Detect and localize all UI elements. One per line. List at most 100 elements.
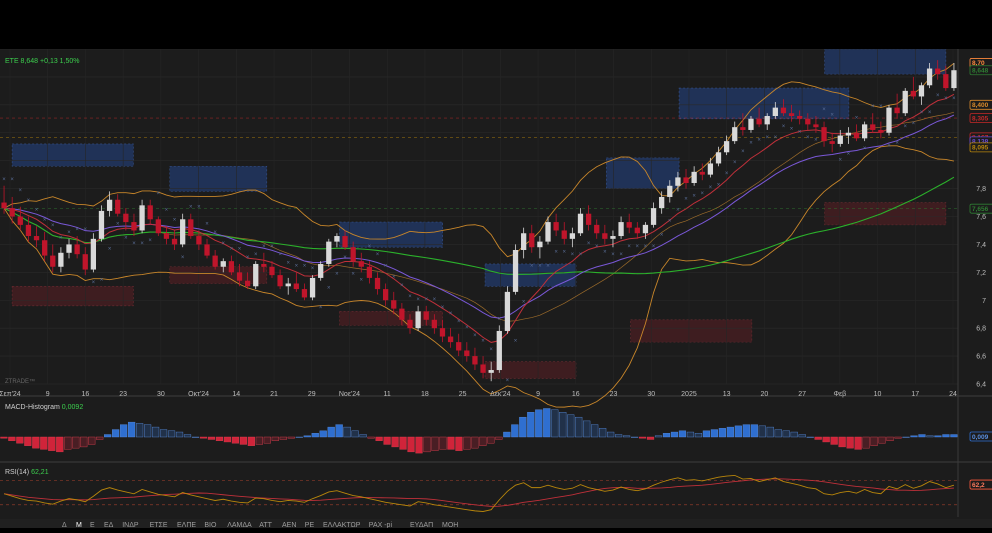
- price-tag-text: 8,305: [972, 115, 989, 122]
- candle-body: [286, 284, 291, 287]
- candle-body: [789, 113, 794, 116]
- candle-body: [213, 256, 218, 267]
- toolbar-item[interactable]: ΡΑΧ -pi: [369, 522, 393, 528]
- macd-bar: [783, 431, 790, 437]
- macd-bar: [759, 426, 766, 437]
- macd-bar: [464, 437, 471, 449]
- candle-body: [846, 133, 851, 136]
- macd-tag-text: 0,009: [972, 434, 989, 441]
- candle-body: [805, 119, 810, 125]
- macd-bar: [304, 436, 311, 437]
- macd-bar: [639, 437, 646, 438]
- macd-bar: [184, 435, 191, 437]
- candle: [180, 214, 185, 248]
- chart-window[interactable]: ××××××××××××××××××××××××××××××××××××××××…: [0, 49, 992, 528]
- toolbar-item[interactable]: ΕΤΣΕ: [150, 522, 168, 528]
- macd-bar: [144, 425, 151, 437]
- sar-point: ×: [376, 252, 380, 258]
- candle-body: [448, 337, 453, 343]
- macd-bar: [503, 432, 510, 437]
- candle: [107, 191, 112, 216]
- macd-bar: [847, 437, 854, 448]
- x-tick-label: Φεβ: [833, 391, 846, 398]
- toolbar-item[interactable]: ΛΑΜΔΑ: [227, 522, 252, 528]
- sar-point: ×: [684, 196, 688, 202]
- symbol-legend: ETE 8,648 +0,13 1,50%: [5, 58, 80, 65]
- toolbar-item[interactable]: ΕΔ: [104, 522, 114, 528]
- candle-body: [164, 233, 169, 239]
- candle-body: [440, 328, 445, 336]
- macd-bar: [448, 437, 455, 449]
- macd-bar: [408, 437, 415, 452]
- candle-body: [537, 242, 542, 248]
- candle: [456, 334, 461, 356]
- macd-bar: [472, 437, 479, 448]
- candle-body: [318, 264, 323, 278]
- candle: [894, 94, 899, 119]
- candle-body: [602, 233, 607, 239]
- candle-body: [1, 203, 6, 209]
- candle: [830, 133, 835, 153]
- sar-point: ×: [774, 135, 778, 141]
- candle: [302, 284, 307, 301]
- macd-bar: [200, 437, 207, 438]
- sar-point: ×: [839, 157, 843, 163]
- candle-body: [578, 214, 583, 234]
- toolbar-item[interactable]: ΙΝΔΡ: [122, 522, 139, 528]
- sar-point: ×: [100, 277, 104, 283]
- y-tick-label: 7,4: [976, 242, 986, 249]
- candle: [464, 342, 469, 362]
- candle: [115, 194, 120, 216]
- toolbar-item[interactable]: M: [76, 522, 82, 528]
- macd-bar: [559, 412, 566, 437]
- macd-bar: [815, 437, 822, 439]
- macd-bar: [392, 437, 399, 447]
- candle-body: [456, 342, 461, 350]
- toolbar-item[interactable]: ΒΙΟ: [204, 522, 217, 528]
- candle-body: [627, 222, 632, 228]
- macd-bar: [128, 422, 135, 437]
- toolbar-item[interactable]: ΕΥΔΑΠ: [410, 522, 433, 528]
- candle: [578, 208, 583, 236]
- macd-bar: [607, 432, 614, 437]
- candle-body: [204, 244, 209, 255]
- candle: [123, 208, 128, 230]
- candle: [472, 348, 477, 370]
- candle-body: [342, 236, 347, 247]
- chart-canvas[interactable]: ××××××××××××××××××××××××××××××××××××××××…: [0, 49, 992, 528]
- toolbar-item[interactable]: ΡΕ: [305, 522, 315, 528]
- macd-bar: [663, 433, 670, 437]
- toolbar-item[interactable]: ΜΟΗ: [442, 522, 458, 528]
- toolbar-item[interactable]: Ε: [90, 522, 95, 528]
- macd-bar: [320, 431, 327, 437]
- toolbar-item[interactable]: ΑΤΤ: [259, 522, 272, 528]
- sar-point: ×: [327, 286, 331, 292]
- toolbar-item[interactable]: Δ: [62, 522, 67, 528]
- toolbar-item[interactable]: ΕΛΠΕ: [177, 522, 196, 528]
- sar-point: ×: [473, 333, 477, 339]
- price-tag: 8,400: [970, 100, 992, 109]
- candle: [58, 247, 63, 272]
- macd-bar: [543, 409, 550, 438]
- candle-body: [830, 141, 835, 144]
- x-tick-label: 17: [911, 391, 919, 398]
- toolbar-item[interactable]: ΕΛΛΑΚΤΩΡ: [323, 522, 361, 528]
- macd-bar: [711, 430, 718, 437]
- candle: [326, 239, 331, 267]
- macd-bar: [807, 437, 814, 438]
- candle-body: [610, 236, 615, 239]
- candle: [659, 191, 664, 213]
- macd-bar: [240, 437, 247, 444]
- x-tick-label: 21: [270, 391, 278, 398]
- candle: [139, 200, 144, 234]
- candle-body: [148, 205, 153, 219]
- toolbar-item[interactable]: ΑΕΝ: [282, 522, 296, 528]
- sar-point: ×: [887, 143, 891, 149]
- sar-point: ×: [701, 191, 705, 197]
- candle: [505, 286, 510, 333]
- candle-body: [635, 228, 640, 234]
- macd-bar: [416, 437, 423, 453]
- candle-body: [237, 272, 242, 280]
- candle: [878, 122, 883, 139]
- rsi-tag-text: 62,2: [972, 482, 985, 489]
